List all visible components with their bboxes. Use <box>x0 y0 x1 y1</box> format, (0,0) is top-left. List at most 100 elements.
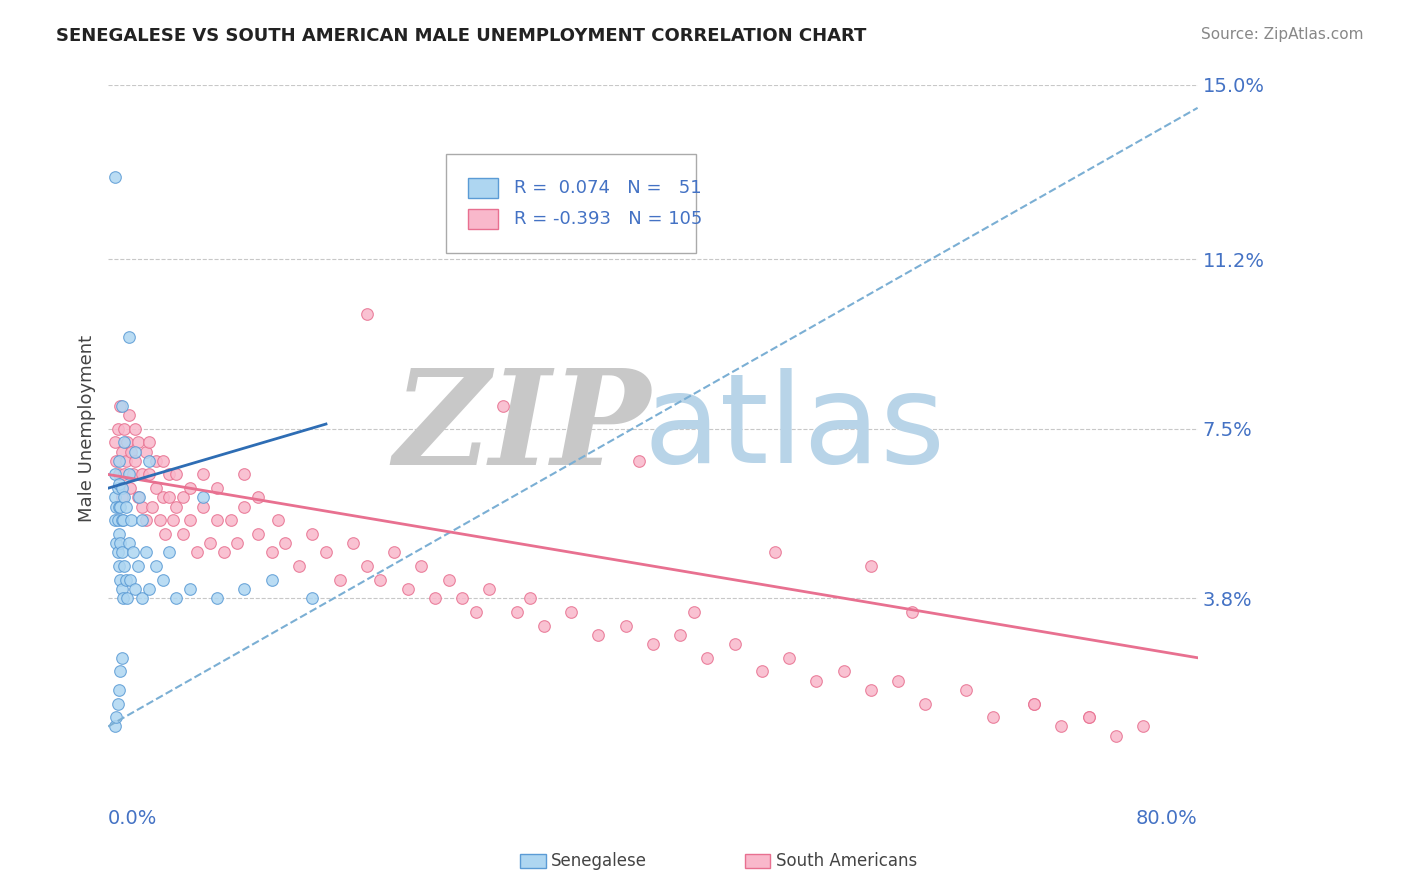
Point <box>205 513 228 527</box>
Bar <box>468 178 498 198</box>
Text: 80.0%: 80.0% <box>1136 809 1198 828</box>
Point <box>193 491 215 505</box>
Point <box>107 481 129 495</box>
Point <box>723 637 745 651</box>
FancyBboxPatch shape <box>446 153 696 253</box>
Point <box>112 422 135 436</box>
Point <box>260 573 283 587</box>
Point <box>105 453 128 467</box>
Point <box>108 453 131 467</box>
Point <box>131 500 153 514</box>
Text: 0.0%: 0.0% <box>108 809 157 828</box>
Point <box>111 491 134 505</box>
Point <box>157 491 180 505</box>
Point <box>859 682 882 697</box>
Point <box>110 399 132 413</box>
Point <box>260 545 283 559</box>
Point <box>682 605 704 619</box>
Point <box>165 591 187 606</box>
Point <box>859 559 882 574</box>
Point <box>1050 719 1073 733</box>
Point <box>135 444 157 458</box>
Point <box>115 435 138 450</box>
Point <box>193 500 215 514</box>
Point <box>152 453 174 467</box>
Point <box>157 467 180 482</box>
Point <box>1077 710 1099 724</box>
Point <box>301 527 323 541</box>
Point <box>115 591 138 606</box>
Point <box>124 422 146 436</box>
Point <box>219 513 242 527</box>
Point <box>519 591 541 606</box>
Point <box>118 573 141 587</box>
Point <box>110 665 132 679</box>
Point <box>464 605 486 619</box>
Point <box>233 500 256 514</box>
Point <box>505 605 527 619</box>
Point <box>117 536 139 550</box>
Point <box>124 453 146 467</box>
Point <box>104 513 127 527</box>
Point <box>104 719 127 733</box>
Text: Senegalese: Senegalese <box>551 852 647 870</box>
Point <box>370 573 392 587</box>
Point <box>145 453 167 467</box>
Point <box>114 453 136 467</box>
Point <box>914 697 936 711</box>
Point <box>149 513 172 527</box>
Point <box>274 536 297 550</box>
Point <box>127 435 149 450</box>
Text: atlas: atlas <box>644 368 946 489</box>
Point <box>138 453 160 467</box>
Point <box>114 500 136 514</box>
Point <box>112 467 135 482</box>
Point <box>138 582 160 596</box>
Point <box>1132 719 1154 733</box>
Point <box>1077 710 1099 724</box>
Point <box>1024 697 1046 711</box>
Point <box>120 513 142 527</box>
Point <box>127 559 149 574</box>
Point <box>105 536 128 550</box>
Point <box>138 435 160 450</box>
Point <box>451 591 474 606</box>
Point <box>233 467 256 482</box>
Point <box>121 545 143 559</box>
Point <box>212 545 235 559</box>
Point <box>117 408 139 422</box>
Point <box>492 399 515 413</box>
Point <box>110 573 132 587</box>
Point <box>105 710 128 724</box>
Point <box>162 513 184 527</box>
Point <box>226 536 249 550</box>
Point <box>205 591 228 606</box>
Point <box>172 491 194 505</box>
Point <box>356 559 378 574</box>
Point <box>588 628 610 642</box>
Point <box>104 169 127 184</box>
Point <box>1105 729 1128 743</box>
Point <box>135 545 157 559</box>
Point <box>641 637 664 651</box>
Point <box>110 500 132 514</box>
Point <box>108 682 131 697</box>
Point <box>111 513 134 527</box>
Point <box>112 591 135 606</box>
Point <box>157 545 180 559</box>
Point <box>112 435 135 450</box>
Point <box>111 444 134 458</box>
Point <box>104 491 127 505</box>
Point <box>806 673 828 688</box>
Point <box>1024 697 1046 711</box>
Point <box>301 591 323 606</box>
Point <box>423 591 446 606</box>
Point <box>628 453 651 467</box>
Point <box>205 481 228 495</box>
Point <box>145 559 167 574</box>
Y-axis label: Male Unemployment: Male Unemployment <box>79 335 96 522</box>
Point <box>287 559 309 574</box>
Point <box>887 673 910 688</box>
Text: R =  0.074   N =   51: R = 0.074 N = 51 <box>515 179 702 197</box>
Point <box>614 618 637 632</box>
